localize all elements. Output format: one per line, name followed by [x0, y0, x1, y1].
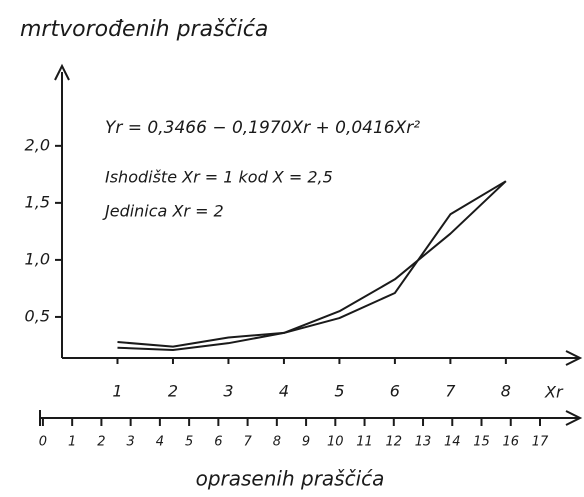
x2-tick-label: 10 [327, 435, 344, 450]
x-tick-label: 2 [168, 382, 178, 401]
x2-tick-label: 11 [356, 435, 373, 450]
x2-tick-label: 1 [68, 435, 76, 450]
x-tick-label: 3 [223, 382, 233, 401]
x-tick-label: 8 [501, 382, 511, 401]
x-tick-label: 1 [112, 382, 122, 401]
x2-tick-label: 7 [243, 435, 252, 450]
y-tick-label: 1,5 [25, 192, 50, 211]
x-tick-label: 6 [390, 382, 400, 401]
x2-tick-label: 2 [97, 435, 105, 450]
x2-tick-label: 15 [473, 435, 490, 450]
x2-axis [39, 410, 583, 426]
x-axis [62, 350, 583, 366]
x2-axis-label: oprasenih praščića [196, 467, 385, 491]
x2-tick-label: 4 [156, 435, 164, 450]
x2-tick-label: 13 [415, 435, 432, 450]
annotation: Jedinica Xr = 2 [102, 202, 224, 221]
y-tick-label: 1,0 [25, 249, 50, 268]
x2-tick-label: 12 [386, 435, 403, 450]
x-tick-label: 4 [279, 382, 289, 401]
data-line [117, 180, 507, 352]
x-tick-label: 7 [445, 382, 456, 401]
x2-tick-label: 9 [302, 435, 310, 450]
x2-tick-label: 0 [39, 435, 47, 450]
equation: Yr = 0,3466 − 0,1970Xr + 0,0416Xr² [105, 118, 420, 138]
x2-tick-label: 14 [444, 435, 461, 450]
x2-tick-label: 3 [127, 435, 135, 450]
annotation: Ishodište Xr = 1 kod X = 2,5 [105, 168, 333, 187]
data-line [117, 180, 507, 348]
x-axis-label: Xr [544, 383, 564, 402]
y-axis [54, 63, 70, 358]
x2-tick-label: 6 [214, 435, 222, 450]
chart-title: mrtvorođenih praščića [20, 17, 268, 42]
x2-tick-label: 8 [273, 435, 281, 450]
y-tick-label: 2,0 [25, 135, 50, 154]
y-tick-label: 0,5 [25, 306, 50, 325]
x-tick-label: 5 [334, 382, 344, 401]
x2-tick-label: 17 [532, 435, 549, 450]
x2-tick-label: 16 [502, 435, 519, 450]
x2-tick-label: 5 [185, 435, 193, 450]
